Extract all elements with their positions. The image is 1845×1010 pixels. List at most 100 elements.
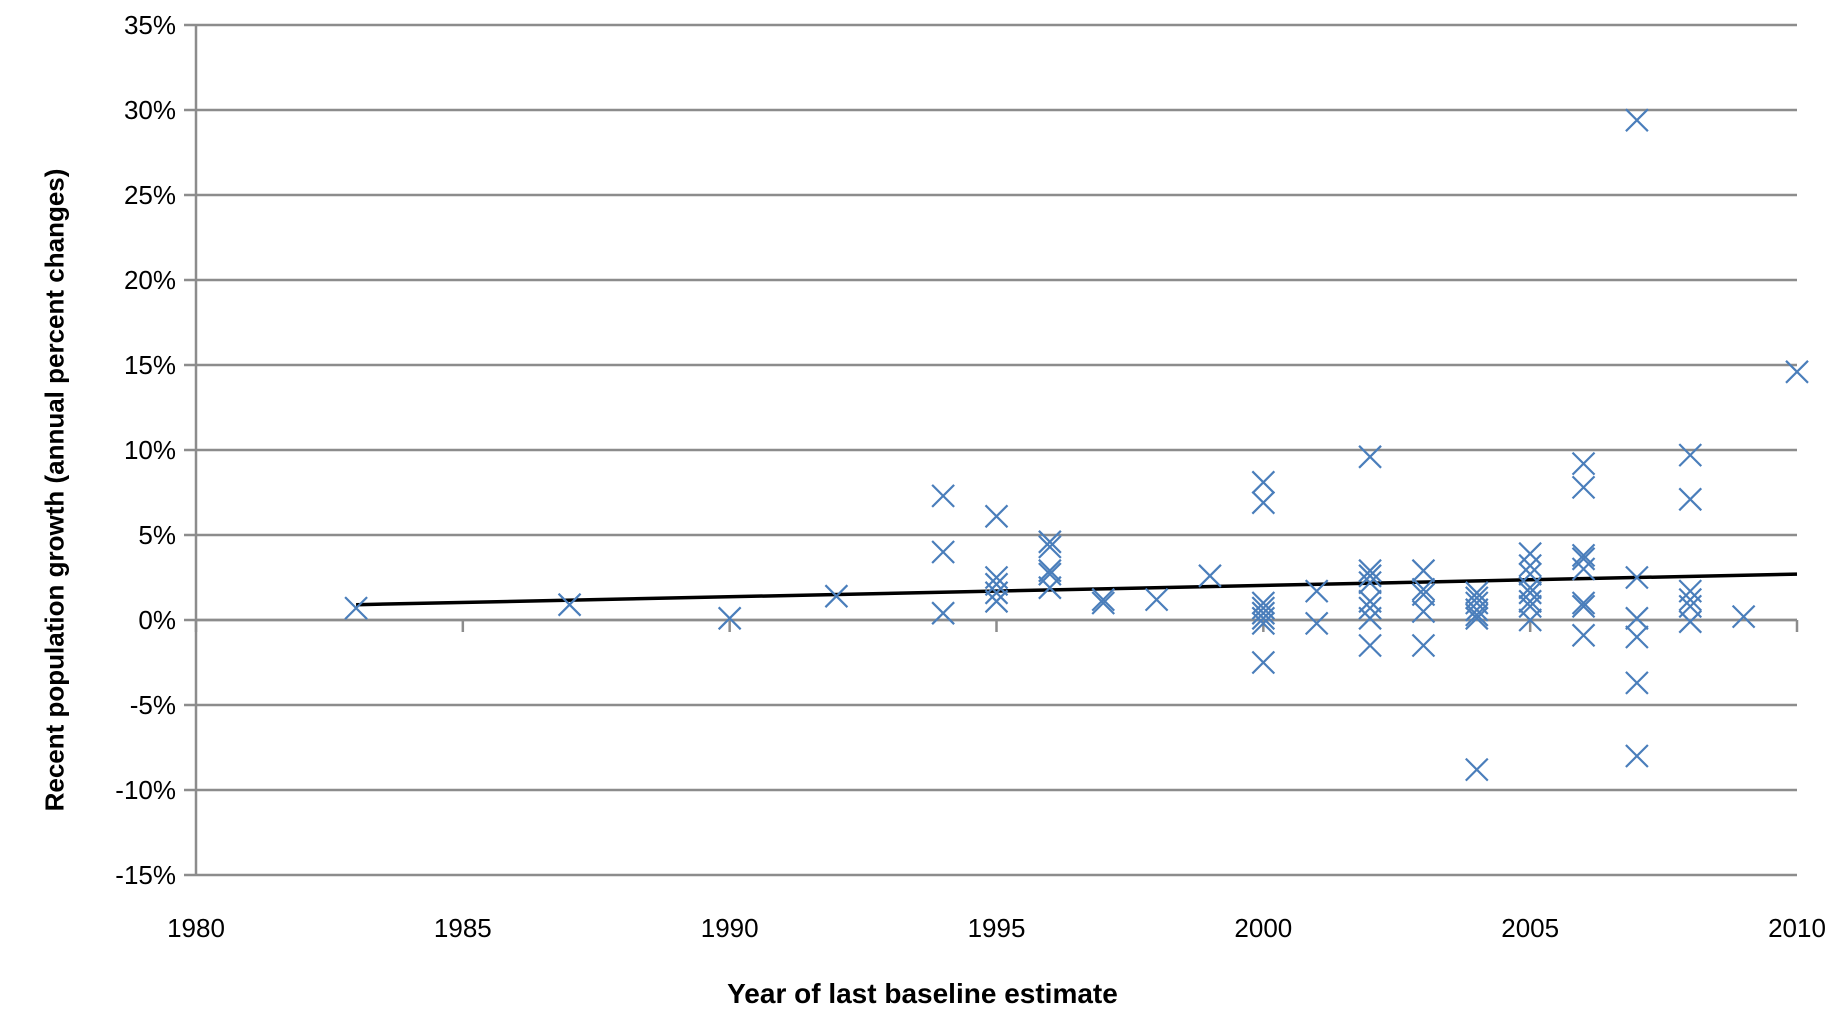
y-tick-labels: -15% -10% -5% 0% 5% 10% 15% 20% 25% 30% 35% bbox=[115, 10, 176, 890]
data-point bbox=[1358, 596, 1382, 620]
gridlines bbox=[196, 23, 1797, 877]
data-point bbox=[1571, 557, 1596, 581]
data-point bbox=[1251, 611, 1276, 636]
y-tick-label: 35% bbox=[124, 10, 176, 40]
y-tick-label: 25% bbox=[124, 180, 176, 210]
data-point bbox=[1358, 606, 1382, 631]
data-point bbox=[1411, 599, 1436, 624]
y-tick-label: 0% bbox=[138, 605, 176, 635]
x-tick-label: 1985 bbox=[434, 913, 492, 943]
data-point bbox=[1198, 564, 1222, 588]
data-point bbox=[1091, 591, 1116, 615]
data-point bbox=[1038, 562, 1062, 586]
data-point bbox=[717, 606, 742, 631]
data-point bbox=[984, 581, 1009, 605]
data-point bbox=[1518, 553, 1542, 578]
x-tick-label: 2000 bbox=[1234, 913, 1292, 943]
y-tick-label: -10% bbox=[115, 775, 176, 805]
data-point bbox=[1251, 650, 1276, 675]
data-point bbox=[1411, 633, 1436, 658]
data-point bbox=[1304, 579, 1329, 603]
data-point bbox=[984, 589, 1009, 614]
data-point bbox=[931, 484, 955, 508]
data-point bbox=[1625, 606, 1649, 631]
data-point bbox=[1251, 470, 1276, 495]
data-point bbox=[344, 596, 368, 620]
data-point bbox=[1465, 757, 1489, 782]
data-point bbox=[1358, 570, 1382, 595]
data-point bbox=[1518, 608, 1542, 632]
data-point bbox=[1411, 577, 1436, 602]
data-point bbox=[1518, 594, 1542, 619]
data-point bbox=[931, 601, 955, 625]
data-point bbox=[1625, 671, 1649, 695]
data-point bbox=[1625, 625, 1649, 649]
x-tick-label: 1995 bbox=[968, 913, 1026, 943]
data-point bbox=[1358, 558, 1382, 583]
data-point bbox=[1144, 587, 1169, 612]
data-point bbox=[984, 572, 1009, 597]
data-point bbox=[1251, 490, 1276, 515]
data-point bbox=[1304, 611, 1329, 636]
y-axis-label-container: Recent population growth (annual percent… bbox=[0, 0, 110, 1008]
data-point bbox=[1465, 581, 1489, 605]
data-points bbox=[344, 108, 1809, 782]
data-point bbox=[1678, 609, 1703, 634]
x-tick-label: 2005 bbox=[1501, 913, 1559, 943]
y-axis-label: Recent population growth (annual percent… bbox=[39, 168, 70, 812]
trendline bbox=[356, 572, 1798, 607]
data-point bbox=[1571, 451, 1596, 476]
trendline-layer bbox=[356, 572, 1798, 607]
data-point bbox=[1785, 360, 1809, 384]
x-axis-label: Year of last baseline estimate bbox=[727, 978, 1118, 1009]
y-tick-label: 15% bbox=[124, 350, 176, 380]
data-point bbox=[1465, 598, 1489, 622]
data-point bbox=[1465, 603, 1489, 627]
data-point bbox=[1518, 541, 1542, 566]
data-point bbox=[1731, 604, 1756, 629]
data-point bbox=[1091, 587, 1116, 612]
x-tick-labels: 1980 1985 1990 1995 2000 2005 2010 bbox=[167, 913, 1826, 943]
data-point bbox=[1678, 443, 1703, 467]
data-point bbox=[1571, 543, 1596, 568]
data-point bbox=[1358, 589, 1382, 614]
y-tick-label: 5% bbox=[138, 520, 176, 550]
data-point bbox=[1038, 535, 1062, 559]
data-point bbox=[1465, 606, 1489, 631]
data-point bbox=[1358, 445, 1382, 469]
data-point bbox=[1678, 487, 1703, 512]
data-point bbox=[1625, 744, 1649, 768]
x-tick-label: 2010 bbox=[1768, 913, 1826, 943]
data-point bbox=[1038, 558, 1062, 583]
y-tick-label: -5% bbox=[130, 690, 176, 720]
data-point bbox=[1625, 108, 1649, 132]
y-tick-label: 10% bbox=[124, 435, 176, 465]
data-point bbox=[1411, 558, 1436, 583]
data-point bbox=[1358, 633, 1382, 658]
data-point bbox=[1358, 564, 1382, 588]
data-point bbox=[1625, 565, 1649, 590]
data-point bbox=[1571, 475, 1596, 500]
y-tick-label: 20% bbox=[124, 265, 176, 295]
data-point bbox=[1251, 606, 1276, 631]
data-point bbox=[1038, 575, 1062, 600]
data-point bbox=[1571, 594, 1596, 619]
data-point bbox=[1571, 591, 1596, 615]
data-point bbox=[1038, 530, 1062, 554]
y-tick-label: 30% bbox=[124, 95, 176, 125]
x-tick-label: 1980 bbox=[167, 913, 225, 943]
data-point bbox=[931, 540, 955, 564]
data-point bbox=[1571, 623, 1596, 648]
data-point bbox=[1465, 586, 1489, 610]
data-point bbox=[1411, 582, 1436, 607]
x-tick-label: 1990 bbox=[701, 913, 759, 943]
data-point bbox=[984, 504, 1009, 529]
data-point bbox=[1571, 547, 1596, 571]
y-tick-label: -15% bbox=[115, 860, 176, 890]
data-point bbox=[557, 592, 582, 617]
data-point bbox=[1678, 587, 1703, 612]
data-point bbox=[1251, 601, 1276, 625]
data-point bbox=[824, 584, 849, 608]
data-point bbox=[1518, 589, 1542, 614]
